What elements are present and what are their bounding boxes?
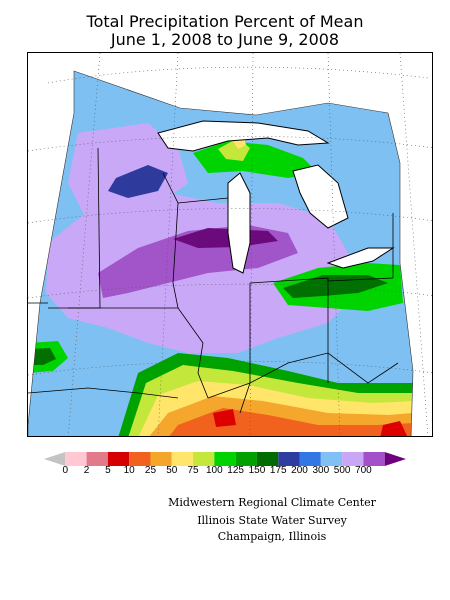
credit-center: Midwestern Regional Climate Center [168, 496, 376, 509]
legend-swatch [342, 452, 364, 466]
legend-arrow-low [44, 452, 66, 466]
legend-swatch [278, 452, 300, 466]
legend-tick-label: 50 [166, 465, 178, 476]
field-red-south [213, 409, 236, 427]
boundary-line [207, 352, 399, 399]
grid-line [327, 53, 341, 436]
legend-swatch [193, 452, 215, 466]
map-subtitle-date-range: June 1, 2008 to June 9, 2008 [110, 30, 340, 49]
legend-swatch [235, 452, 257, 466]
lake-huron [292, 164, 349, 229]
legend-swatch [107, 452, 130, 466]
legend-swatch [129, 452, 151, 466]
field-red-southeast [380, 421, 408, 436]
boundary-line [28, 387, 179, 399]
boundary-line [327, 277, 394, 282]
legend-tick-label: 300 [312, 465, 330, 476]
credit-location: Champaign, Illinois [217, 530, 327, 543]
legend-swatch [214, 452, 236, 466]
legend-tick-label: 125 [227, 465, 244, 476]
lake-michigan [227, 172, 251, 274]
map-title: Total Precipitation Percent of Mean [86, 12, 364, 31]
legend-tick-label: 0 [62, 465, 69, 476]
legend-tick-label: 2 [83, 465, 90, 476]
color-legend-bar [44, 452, 406, 466]
grid-line [157, 53, 179, 436]
legend-tick-label: 200 [291, 465, 308, 476]
legend-swatch [256, 452, 279, 466]
legend-swatch [320, 452, 343, 466]
field-dark-green-east [283, 275, 388, 298]
legend-tick-label: 175 [269, 465, 287, 476]
legend-swatch [299, 452, 321, 466]
legend-tick-label: 5 [105, 465, 111, 476]
legend-swatch [86, 452, 108, 466]
legend-swatch [65, 452, 87, 466]
legend-tick-label: 700 [355, 465, 372, 476]
legend-tick-label: 75 [187, 465, 199, 476]
boundary-line [177, 197, 229, 204]
credit-survey: Illinois State Water Survey [197, 514, 347, 527]
legend-tick-label: 100 [206, 465, 223, 476]
lat-lon-grid [28, 53, 432, 436]
state-boundaries [28, 147, 399, 414]
legend-swatch [150, 452, 172, 466]
legend-tick-label: 500 [333, 465, 351, 476]
legend-tick-label: 10 [123, 465, 135, 476]
grid-line [67, 53, 101, 436]
grid-line [399, 53, 429, 436]
field-dark-blue-north [108, 165, 168, 198]
great-lakes [157, 120, 395, 274]
legend-tick-label: 150 [248, 465, 266, 476]
precipitation-map [27, 52, 433, 437]
boundary-line [249, 277, 329, 383]
lake-superior [157, 120, 330, 152]
map-region-outline [28, 70, 414, 436]
legend-arrow-high [384, 452, 406, 466]
lake-erie [326, 247, 395, 269]
grid-line [249, 53, 254, 436]
precipitation-map-canvas [28, 53, 432, 436]
legend-tick-label: 25 [144, 465, 157, 476]
legend-swatch [171, 452, 194, 466]
legend-swatch [363, 452, 385, 466]
